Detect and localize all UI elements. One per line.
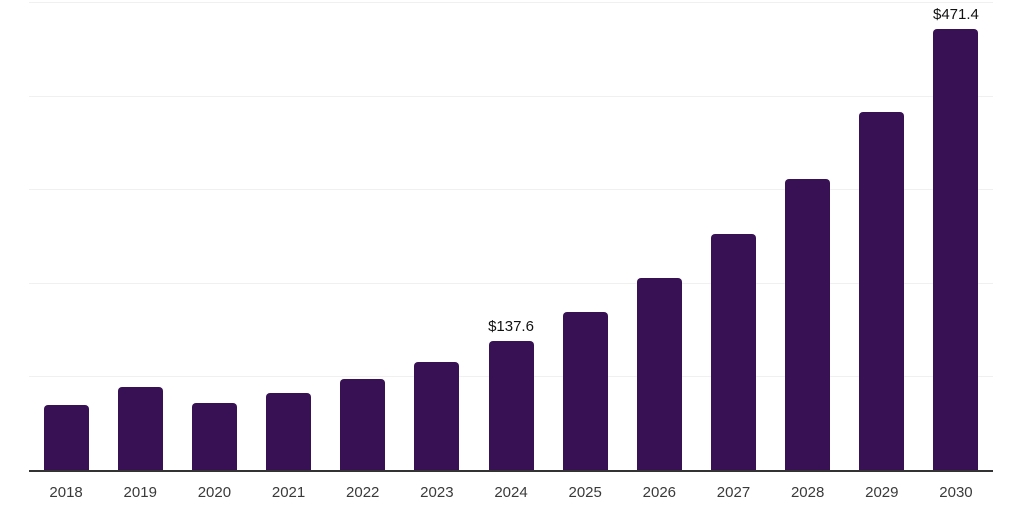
bar xyxy=(191,403,237,470)
gridline xyxy=(29,282,993,284)
gridline xyxy=(29,189,993,191)
bar xyxy=(710,234,756,470)
x-axis-tick-label: 2023 xyxy=(420,484,454,501)
bar xyxy=(785,179,831,470)
x-axis-tick-label: 2018 xyxy=(49,484,83,501)
bar-group xyxy=(548,0,622,470)
bar xyxy=(414,362,460,470)
gridline xyxy=(29,95,993,97)
x-axis-tick-label: 2022 xyxy=(346,484,380,501)
bar-group xyxy=(177,0,251,470)
bar-group xyxy=(696,0,770,470)
x-axis-tick-label: 2026 xyxy=(642,484,677,501)
x-axis-tick-label: 2025 xyxy=(568,484,602,501)
bar xyxy=(266,392,312,470)
bar-series: $137.6 $471.4 xyxy=(29,0,993,470)
x-axis-tick-label: 2027 xyxy=(716,484,751,501)
bar-group xyxy=(103,0,177,470)
bar xyxy=(933,28,979,470)
bar-value-label: $137.6 xyxy=(488,318,534,336)
gridline xyxy=(29,2,993,3)
bar-group xyxy=(845,0,919,470)
bar xyxy=(636,277,682,470)
bar xyxy=(488,341,534,470)
x-axis-tick-label: 2024 xyxy=(494,484,528,501)
x-axis-tick-label: 2030 xyxy=(939,484,973,501)
bar-group xyxy=(771,0,845,470)
bar-group xyxy=(622,0,696,470)
bar-group xyxy=(326,0,400,470)
bar-group xyxy=(251,0,325,470)
x-axis-tick-label: 2020 xyxy=(197,484,232,501)
x-axis-tick-label: 2029 xyxy=(865,484,899,501)
bar xyxy=(117,386,163,470)
x-axis-line xyxy=(29,470,993,472)
plot-area: $137.6 $471.4 xyxy=(29,0,993,472)
bar-group xyxy=(400,0,474,470)
bar-group: $471.4 xyxy=(919,0,993,470)
x-axis-tick-label: 2021 xyxy=(271,484,306,501)
bar-group xyxy=(29,0,103,470)
x-axis-tick-label: 2028 xyxy=(790,484,825,501)
bar-group: $137.6 xyxy=(474,0,548,470)
bar xyxy=(340,378,386,470)
bar-value-label: $471.4 xyxy=(933,5,979,23)
x-axis-tick-label: 2019 xyxy=(123,484,157,501)
bar xyxy=(859,111,905,470)
bar xyxy=(562,312,608,470)
bar xyxy=(43,405,89,470)
x-axis-tick-labels: 2018 2019 2020 2021 2022 2023 2024 2025 2026 2027… xyxy=(29,484,993,502)
